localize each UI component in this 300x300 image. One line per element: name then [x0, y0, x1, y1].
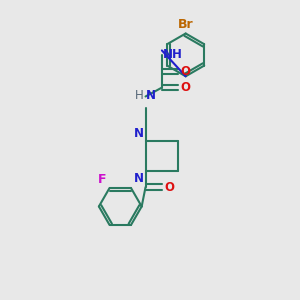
Text: O: O — [181, 65, 190, 78]
Text: O: O — [181, 81, 190, 94]
Text: H: H — [135, 88, 144, 102]
Text: N: N — [134, 127, 143, 140]
Text: N: N — [146, 88, 155, 102]
Text: NH: NH — [164, 48, 183, 62]
Text: Br: Br — [178, 17, 194, 31]
Text: F: F — [98, 173, 106, 187]
Text: N: N — [134, 172, 143, 185]
Text: O: O — [164, 181, 174, 194]
